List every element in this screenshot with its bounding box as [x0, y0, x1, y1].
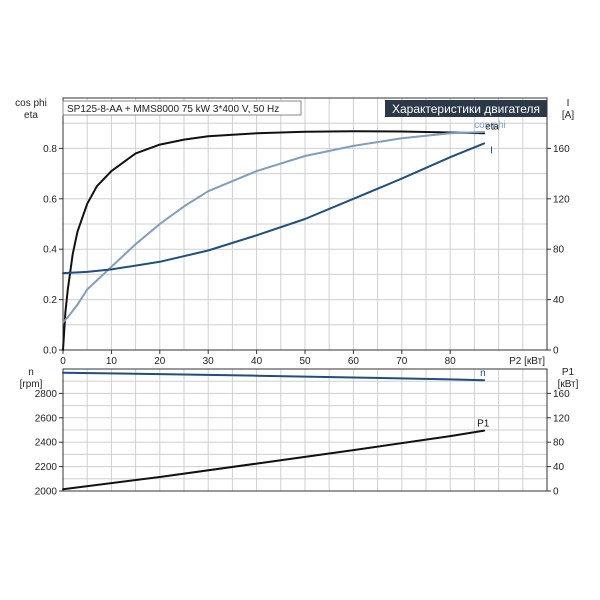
y-left-axis-label: eta	[24, 110, 38, 121]
y-left-tick-label: 0.0	[43, 346, 57, 357]
curve-label-p1: P1	[477, 419, 490, 430]
x-tick-label: 0	[60, 356, 66, 367]
y-left-tick-label: 2600	[35, 413, 58, 424]
y-right-tick-label: 0	[553, 487, 559, 498]
y-right-tick-label: 160	[553, 144, 570, 155]
y-left-axis-label: [rpm]	[20, 379, 43, 390]
x-tick-label: 10	[106, 356, 118, 367]
curve-label-cos-phi: cos phi	[474, 120, 506, 131]
y-right-axis-label: I	[567, 98, 570, 109]
pump-info-label: SP125-8-AA + MMS8000 75 kW 3*400 V, 50 H…	[67, 104, 279, 115]
x-tick-label: 50	[299, 356, 311, 367]
y-right-tick-label: 0	[553, 346, 559, 357]
pump-info-box	[62, 100, 302, 116]
chart-title: Характеристики двигателя	[392, 102, 540, 116]
y-left-tick-label: 2200	[35, 462, 58, 473]
labels: 0.0 0.2 0.4 0.6 0.8 0 40 80 120 160 0 10 20 30 40 50 60 7…	[15, 98, 578, 498]
curve-cos-phi	[62, 131, 486, 324]
x-tick-label: 70	[396, 356, 408, 367]
y-right-tick-label: 80	[553, 438, 565, 449]
y-right-axis-label: [кВт]	[558, 379, 579, 390]
x-tick-label: 40	[251, 356, 263, 367]
y-right-tick-label: 160	[553, 389, 570, 400]
curve-eta	[62, 130, 486, 351]
y-right-tick-label: 120	[553, 413, 570, 424]
curve-p1	[62, 429, 486, 491]
plot-frame	[62, 368, 548, 492]
y-left-axis-label: cos phi	[15, 98, 47, 109]
y-right-tick-label: 40	[553, 295, 565, 306]
y-right-tick-label: 120	[553, 194, 570, 205]
curve-label-i: I	[490, 145, 493, 156]
y-left-tick-label: 0.8	[43, 144, 57, 155]
y-left-tick-label: 0.4	[43, 245, 57, 256]
title-box	[385, 100, 547, 117]
y-right-axis-label: [A]	[562, 110, 574, 121]
x-tick-label: 20	[154, 356, 166, 367]
y-left-tick-label: 2800	[35, 389, 58, 400]
x-tick-label: 30	[203, 356, 215, 367]
y-right-tick-label: 40	[553, 462, 565, 473]
y-right-axis-label: P1	[562, 367, 575, 378]
y-right-tick-label: 80	[553, 245, 565, 256]
plot-frames	[59, 97, 551, 492]
curve-label-eta: eta	[485, 121, 499, 132]
y-left-axis-label: n	[28, 367, 34, 378]
x-tick-label: 60	[348, 356, 360, 367]
x-axis-label: P2 [кВт]	[509, 356, 545, 367]
y-left-tick-label: 0.6	[43, 194, 57, 205]
curve-label-n: n	[480, 368, 486, 379]
y-left-tick-label: 2000	[35, 487, 58, 498]
curve-n	[62, 371, 486, 382]
curves	[62, 130, 486, 491]
curve-i	[62, 142, 486, 275]
grid-lines	[63, 98, 547, 491]
y-left-tick-label: 2400	[35, 438, 58, 449]
x-tick-label: 80	[445, 356, 457, 367]
y-left-tick-label: 0.2	[43, 295, 57, 306]
